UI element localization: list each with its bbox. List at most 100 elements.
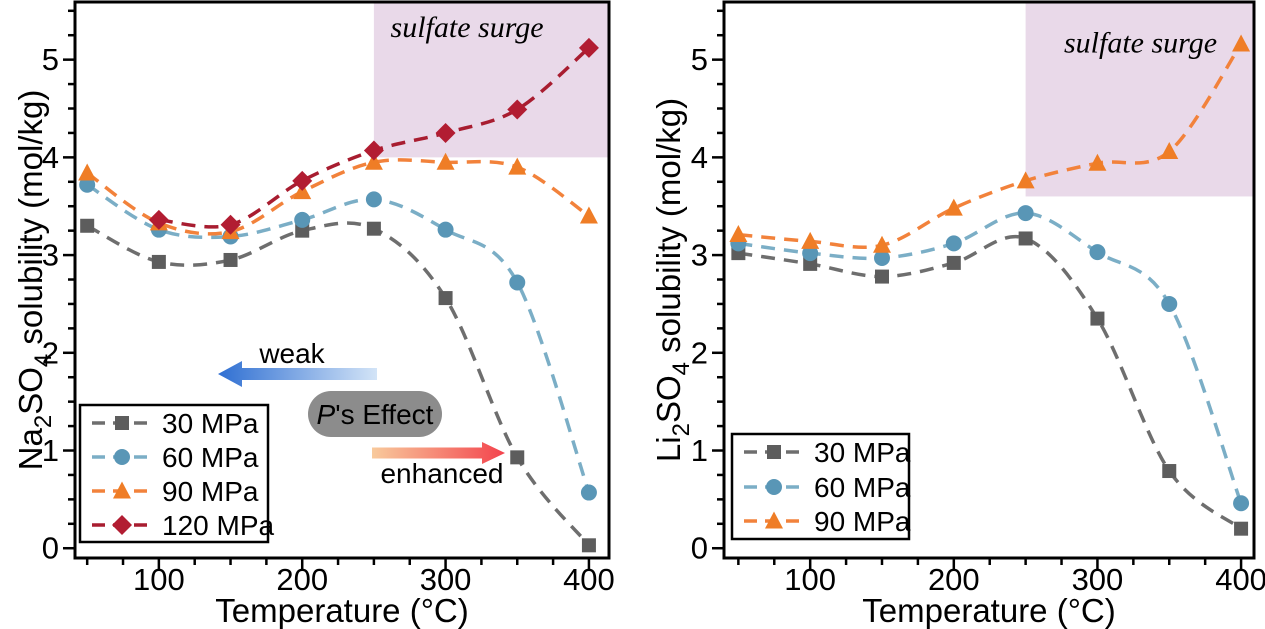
y-axis-title: Li2SO4 solubility (mol/kg) — [650, 98, 695, 462]
legend-label: 30 MPa — [162, 408, 259, 439]
legend-label: 90 MPa — [162, 476, 259, 507]
circle-marker — [1161, 295, 1178, 312]
legend-triangle-marker — [113, 481, 131, 499]
triangle-marker — [1088, 153, 1107, 171]
square-marker — [80, 218, 95, 233]
triangle-marker — [944, 198, 963, 216]
square-marker — [295, 223, 310, 238]
legend-diamond-marker — [112, 515, 132, 535]
square-marker — [581, 538, 596, 553]
circle-marker — [437, 221, 454, 238]
y-tick-label: 0 — [42, 531, 59, 566]
x-tick-label: 100 — [784, 562, 836, 597]
sulfate-surge-region — [373, 2, 609, 158]
diamond-marker — [220, 214, 241, 235]
y-tick-label: 1 — [691, 433, 708, 468]
x-tick-label: 400 — [1215, 562, 1265, 597]
square-marker — [510, 450, 525, 465]
y-axis-title-part: solubility (mol/kg) — [650, 98, 687, 362]
y-axis-title-sub: 4 — [30, 354, 57, 367]
x-tick-label: 300 — [1072, 562, 1124, 597]
y-tick-label: 4 — [691, 140, 708, 175]
y-axis-title-sub: 4 — [668, 362, 695, 375]
legend-square-marker — [767, 445, 781, 459]
p-effect-label-part: P — [317, 399, 336, 430]
circle-marker — [79, 176, 96, 193]
square-marker — [1090, 311, 1105, 326]
triangle-marker — [729, 225, 748, 243]
circle-marker — [294, 211, 311, 228]
y-tick-label: 2 — [691, 335, 708, 370]
legend-box — [730, 432, 911, 541]
diamond-marker — [148, 209, 169, 230]
series-markers-30-mpa — [80, 218, 596, 553]
y-tick-label: 1 — [42, 433, 59, 468]
legend-circle-marker — [114, 449, 130, 465]
y-tick-label: 0 — [691, 531, 708, 566]
y-axis-title-sub: 2 — [668, 423, 695, 436]
region-label: sulfate surge — [391, 11, 544, 44]
series-line-30-mpa — [738, 235, 1243, 531]
circle-marker — [1017, 205, 1034, 222]
square-marker — [366, 221, 381, 236]
legend-triangle-marker — [765, 511, 783, 529]
y-axis-title-part: Na — [12, 428, 49, 471]
x-tick-label: 100 — [133, 562, 185, 597]
triangle-marker — [579, 206, 598, 224]
chart-panel-li2so4: sulfate surge 100 200 300 400 0 1 2 3 4 5 Temperatu… — [632, 0, 1265, 629]
square-marker — [151, 254, 166, 269]
y-tick-label: 5 — [42, 42, 59, 77]
square-marker — [1162, 464, 1177, 479]
p-effect-label-part: 's Effect — [335, 399, 433, 430]
legend-square-marker — [115, 416, 129, 430]
circle-marker — [1233, 495, 1250, 512]
y-axis-title-part: SO — [650, 375, 687, 423]
enhanced-arrow-icon — [372, 442, 505, 464]
y-tick-label: 3 — [691, 238, 708, 273]
series-markers-90-mpa — [729, 34, 1251, 253]
square-marker — [1234, 521, 1249, 536]
square-marker — [874, 269, 889, 284]
x-tick-label: 300 — [420, 562, 472, 597]
square-marker — [438, 291, 453, 306]
triangle-marker — [1232, 34, 1251, 52]
p-effect-label: P's Effect — [317, 399, 434, 430]
region-label: sulfate surge — [1064, 27, 1217, 60]
series-line-60-mpa — [738, 211, 1243, 504]
y-tick-label: 5 — [691, 42, 708, 77]
y-axis-title: Na2SO4 solubility (mol/kg) — [12, 90, 57, 471]
circle-marker — [580, 484, 597, 501]
diamond-marker — [363, 140, 384, 161]
triangle-marker — [78, 163, 97, 181]
x-axis-title: Temperature (°C) — [862, 592, 1115, 629]
diamond-marker — [507, 99, 528, 120]
diamond-marker — [435, 122, 456, 143]
y-axis-title-part: solubility (mol/kg) — [12, 90, 49, 354]
triangle-marker — [872, 235, 891, 253]
legend-label: 60 MPa — [814, 472, 911, 503]
x-tick-label: 200 — [276, 562, 328, 597]
series-markers-30-mpa — [731, 231, 1249, 536]
diamond-marker — [578, 37, 599, 58]
circle-marker — [802, 245, 819, 262]
legend-circle-marker — [766, 479, 782, 495]
p-effect-pill — [308, 391, 442, 437]
enhanced-label: enhanced — [380, 458, 503, 489]
y-tick-label: 4 — [42, 140, 59, 175]
x-tick-label: 200 — [928, 562, 980, 597]
y-ticks — [63, 9, 75, 550]
y-axis-title-part: Li — [650, 436, 687, 462]
diamond-marker — [292, 170, 313, 191]
y-tick-label: 2 — [42, 335, 59, 370]
triangle-marker — [508, 157, 527, 175]
y-axis-title-part: SO — [12, 367, 49, 415]
chart-svg-left: sulfate surge 100 200 300 400 0 1 2 3 4 5 Temperatu… — [12, 0, 615, 629]
legend-label: 120 MPa — [162, 510, 274, 541]
square-marker — [803, 256, 818, 271]
circle-marker — [873, 250, 890, 267]
series-markers-120-mpa — [148, 37, 599, 235]
square-marker — [1018, 231, 1033, 246]
series-line-60-mpa — [86, 183, 591, 494]
